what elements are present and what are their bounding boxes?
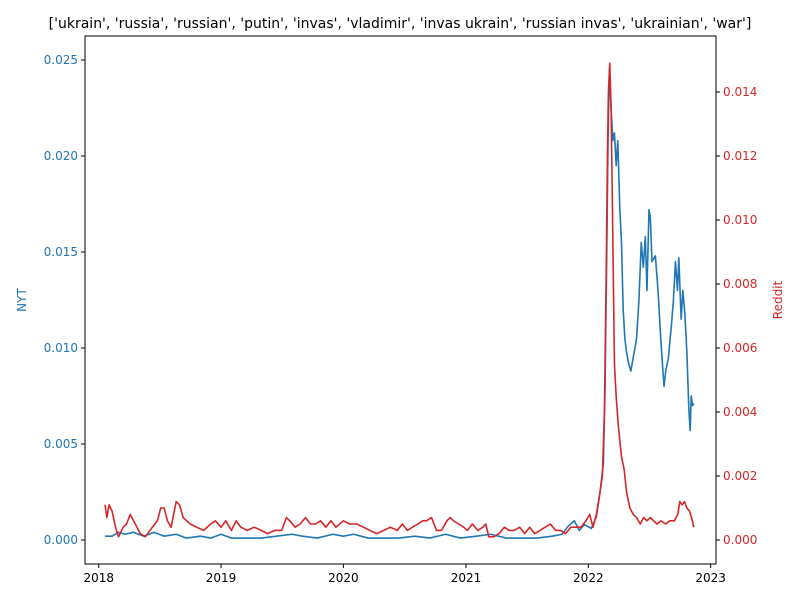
- x-tick-label: 2022: [573, 571, 604, 585]
- x-tick-label: 2018: [83, 571, 114, 585]
- series-layer: [104, 62, 695, 539]
- right-y-tick-label: 0.000: [723, 533, 757, 547]
- series-line-reddit: [104, 62, 695, 538]
- x-tick-label: 2023: [695, 571, 726, 585]
- left-y-tick-label: 0.005: [44, 437, 78, 451]
- chart-title: ['ukrain', 'russia', 'russian', 'putin',…: [49, 16, 752, 32]
- right-y-tick-label: 0.002: [723, 469, 757, 483]
- x-tick-label: 2019: [206, 571, 237, 585]
- x-tick-label: 2021: [451, 571, 482, 585]
- left-y-tick-label: 0.020: [44, 149, 78, 163]
- right-y-tick-label: 0.008: [723, 277, 757, 291]
- left-axis-label: NYT: [15, 288, 29, 312]
- axes-layer: 2018 2019 2020 2021 2022 2023 0.000 0.005 0.010 0…: [44, 35, 757, 585]
- right-y-tick-label: 0.004: [723, 405, 757, 419]
- left-y-tick-label: 0.025: [44, 53, 78, 67]
- left-y-tick-label: 0.000: [44, 533, 78, 547]
- left-y-tick-label: 0.010: [44, 341, 78, 355]
- x-tick-label: 2020: [328, 571, 359, 585]
- right-y-tick-label: 0.014: [723, 85, 757, 99]
- plot-frame: [84, 35, 717, 565]
- left-y-tick-label: 0.015: [44, 245, 78, 259]
- right-y-tick-label: 0.012: [723, 149, 757, 163]
- right-y-tick-label: 0.010: [723, 213, 757, 227]
- right-axis-label: Reddit: [771, 280, 785, 319]
- right-y-tick-label: 0.006: [723, 341, 757, 355]
